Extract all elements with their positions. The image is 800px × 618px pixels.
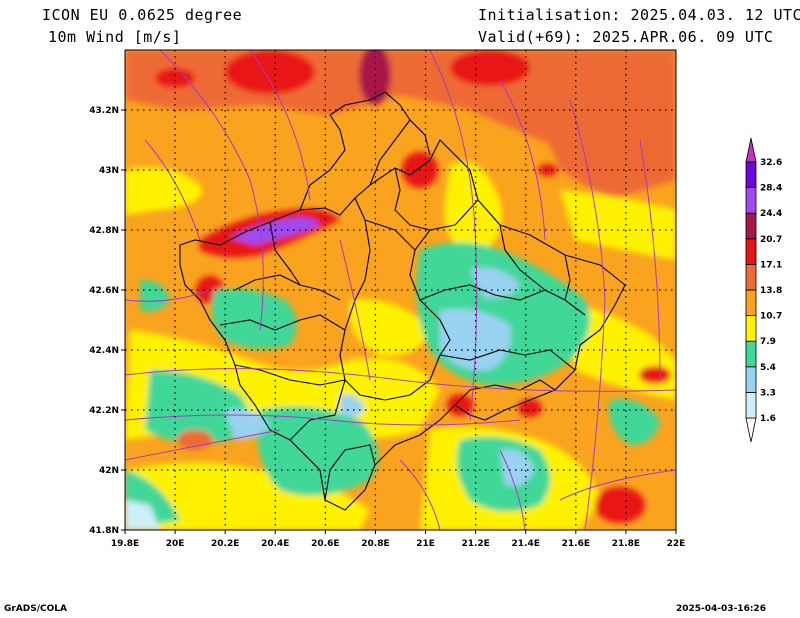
valid-time: Valid(+69): 2025.APR.06. 09 UTC	[478, 28, 774, 46]
colorbar-level-label: 20.7	[760, 235, 782, 245]
lat-tick-label: 42.6N	[89, 286, 119, 296]
colorbar-swatch	[745, 263, 757, 291]
lon-tick-label: 20E	[166, 539, 185, 549]
render-timestamp: 2025-04-03-16:26	[676, 604, 766, 614]
lat-lon-grid	[125, 50, 676, 530]
model-title: ICON EU 0.0625 degree	[42, 6, 243, 24]
lat-tick-label: 42N	[99, 466, 119, 476]
lon-tick-label: 19.8E	[111, 539, 139, 549]
colorbar-level-label: 1.6	[760, 414, 776, 424]
colorbar-swatch	[745, 161, 757, 189]
colorbar-swatch	[745, 187, 757, 214]
colorbar-swatch	[745, 340, 757, 368]
plot-frame	[124, 49, 677, 531]
colorbar-level-label: 5.4	[760, 363, 776, 373]
lon-tick-label: 21.6E	[562, 539, 590, 549]
software-credit: GrADS/COLA	[4, 604, 67, 614]
colorbar-min-arrow	[745, 417, 757, 443]
lon-tick-label: 22E	[667, 539, 686, 549]
lon-tick-label: 21.8E	[612, 539, 640, 549]
colorbar-swatch	[745, 366, 757, 393]
colorbar-level-label: 7.9	[760, 337, 776, 347]
lon-tick-label: 21.2E	[461, 539, 489, 549]
colorbar-level-label: 32.6	[760, 158, 782, 168]
colorbar-swatch	[745, 391, 757, 419]
lon-tick-label: 20.2E	[211, 539, 239, 549]
lat-tick-label: 42.2N	[89, 406, 119, 416]
latitude-ticks: 41.8N 42N 42.2N 42.4N 42.6N 42.8N 43N 43.2N	[89, 106, 125, 536]
lon-tick-label: 21.4E	[512, 539, 540, 549]
colorbar-level-label: 28.4	[760, 184, 782, 194]
colorbar-level-label: 17.1	[760, 260, 782, 270]
lon-tick-label: 21E	[416, 539, 435, 549]
longitude-ticks: 19.8E 20E 20.2E 20.4E 20.6E 20.8E 21E 21.2E 21.4…	[111, 530, 686, 549]
lon-tick-label: 20.6E	[311, 539, 339, 549]
lon-tick-label: 20.8E	[361, 539, 389, 549]
lat-tick-label: 41.8N	[89, 526, 119, 536]
init-time: Initialisation: 2025.04.03. 12 UTC	[478, 6, 800, 24]
lat-tick-label: 43.2N	[89, 106, 119, 116]
colorbar: 1.6 3.3 5.4 7.9 10.7 13.8 17.1 20.7 24.4 28.4 32.6	[745, 137, 782, 443]
lat-tick-label: 43N	[99, 166, 119, 176]
colorbar-level-label: 10.7	[760, 312, 782, 322]
colorbar-swatch	[745, 238, 757, 265]
lat-tick-label: 42.8N	[89, 226, 119, 236]
colorbar-level-label: 24.4	[760, 209, 782, 219]
variable-title: 10m Wind [m/s]	[48, 28, 182, 46]
admin-borders	[179, 91, 626, 511]
colorbar-max-arrow	[745, 137, 757, 163]
colorbar-swatch	[745, 289, 757, 317]
colorbar-swatch	[745, 212, 757, 240]
colorbar-swatch	[745, 315, 757, 342]
colorbar-level-label: 3.3	[760, 388, 776, 398]
wind-field	[125, 50, 676, 530]
lon-tick-label: 20.4E	[261, 539, 289, 549]
lat-tick-label: 42.4N	[89, 346, 119, 356]
colorbar-level-label: 13.8	[760, 286, 782, 296]
